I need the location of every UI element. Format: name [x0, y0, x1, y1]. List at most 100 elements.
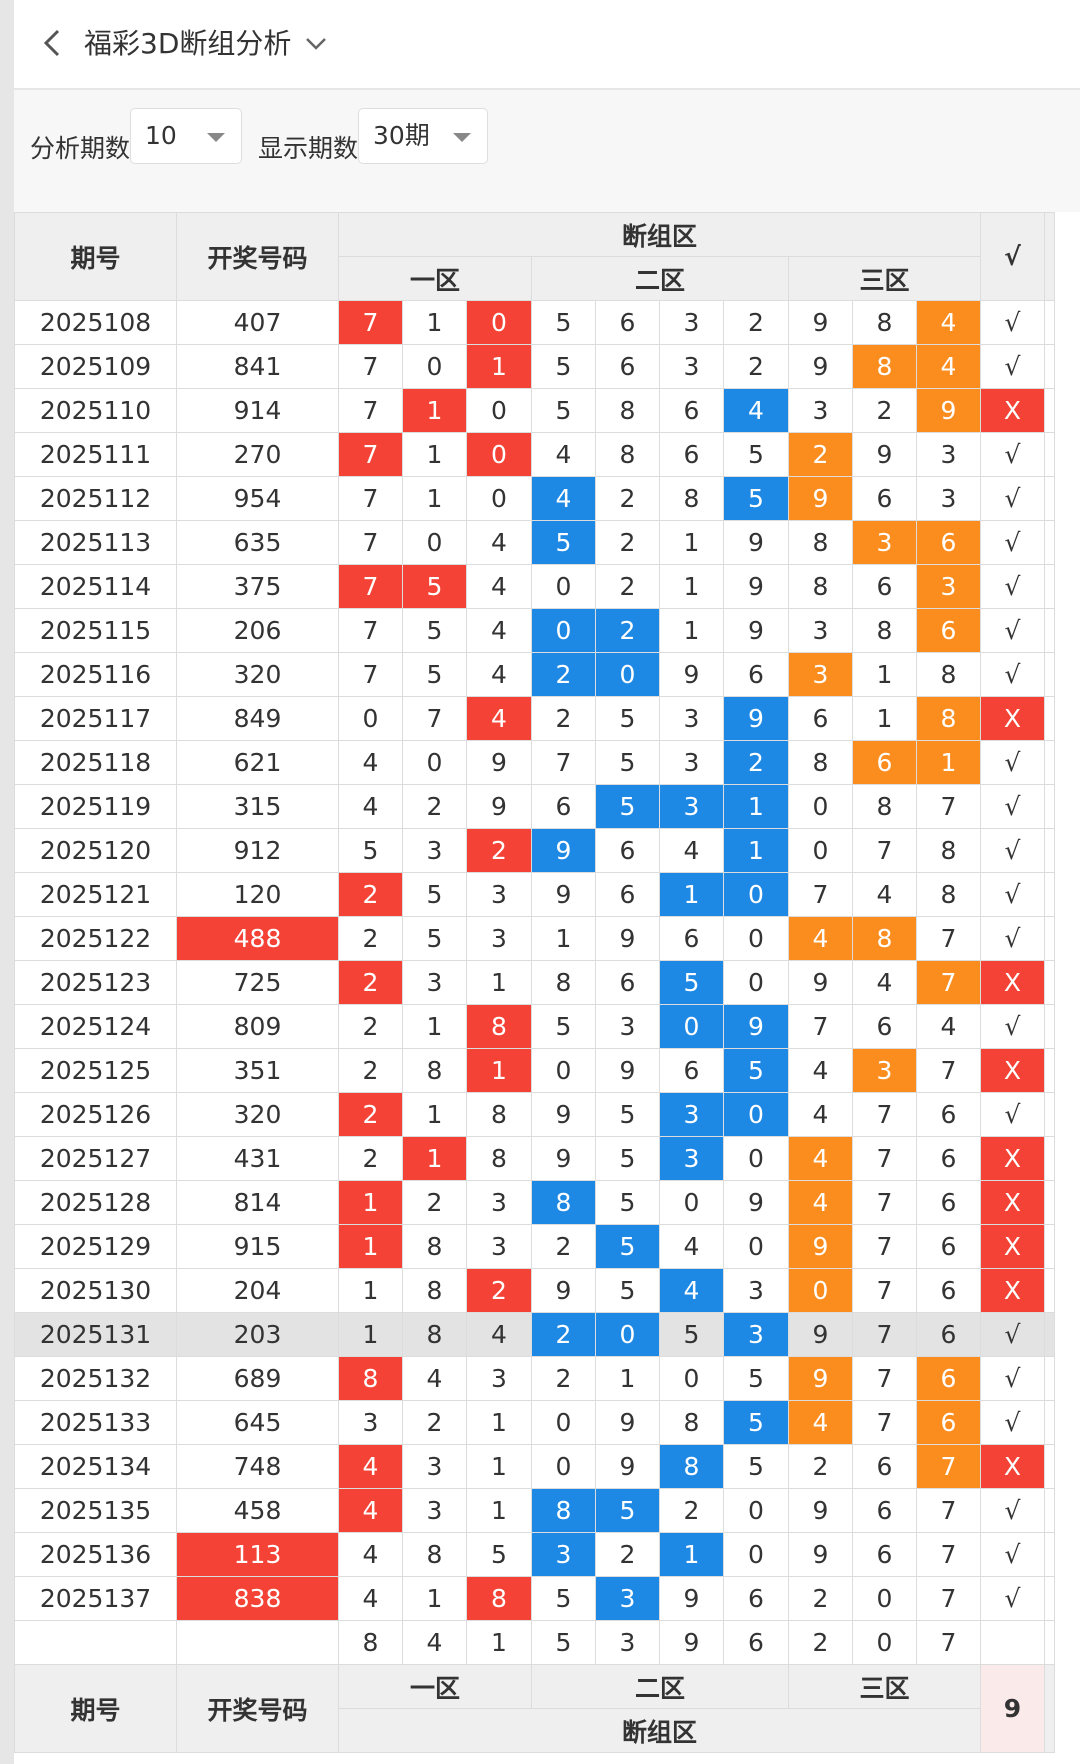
row-result: √: [980, 520, 1045, 565]
row-number: 320: [176, 1092, 339, 1137]
group-digit-cell: 9: [659, 652, 724, 697]
table-row[interactable]: 2025113 635 7 0 4 5 2 1 9 8 3 6 √: [14, 520, 1055, 565]
analysis-periods-select[interactable]: 10: [130, 108, 242, 164]
group-digit-cell: 6: [723, 1620, 789, 1665]
group-digit-cell: 4: [659, 828, 724, 873]
group-digit-cell: 3: [466, 1356, 532, 1401]
row-result: √: [980, 432, 1045, 477]
dropdown-triangle-icon: [207, 133, 225, 142]
row-number: 689: [176, 1356, 339, 1401]
group-digit-cell: 3: [466, 1180, 532, 1225]
table-row[interactable]: 2025135 458 4 3 1 8 5 2 0 9 6 7 √: [14, 1488, 1055, 1533]
row-extra: [1044, 1136, 1055, 1181]
row-period: 2025109: [14, 344, 177, 389]
table-row[interactable]: 2025136 113 4 8 5 3 2 1 0 9 6 7 √: [14, 1532, 1055, 1577]
table-row[interactable]: 2025134 748 4 3 1 0 9 8 5 2 6 7 X: [14, 1444, 1055, 1489]
table-row[interactable]: 2025131 203 1 8 4 2 0 5 3 9 7 6 √: [14, 1312, 1055, 1357]
row-period: 2025117: [14, 696, 177, 741]
group-digit-cell: 5: [595, 1180, 660, 1225]
chevron-down-icon[interactable]: [304, 34, 328, 54]
group-digit-cell: 4: [466, 608, 532, 653]
group-digit-cell: 8: [916, 652, 981, 697]
table-row[interactable]: 2025116 320 7 5 4 2 0 9 6 3 1 8 √: [14, 652, 1055, 697]
group-digit-cell: 2: [788, 1576, 853, 1621]
row-extra: [1044, 520, 1055, 565]
table-row[interactable]: 2025119 315 4 2 9 6 5 3 1 0 8 7 √: [14, 784, 1055, 829]
page-title[interactable]: 福彩3D断组分析: [84, 27, 292, 60]
row-result: X: [980, 1268, 1045, 1313]
group-digit-cell: 2: [338, 960, 403, 1005]
row-extra: [1044, 696, 1055, 741]
group-digit-cell: 9: [659, 1576, 724, 1621]
footer-group-zone: 断组区: [338, 1708, 981, 1753]
table-row[interactable]: 2025120 912 5 3 2 9 6 4 1 0 7 8 √: [14, 828, 1055, 873]
table-row[interactable]: 2025122 488 2 5 3 1 9 6 0 4 8 7 √: [14, 916, 1055, 961]
group-digit-cell: 5: [531, 344, 596, 389]
group-digit-cell: 9: [723, 564, 789, 609]
table-row[interactable]: 2025124 809 2 1 8 5 3 0 9 7 6 4 √: [14, 1004, 1055, 1049]
group-digit-cell: 1: [338, 1268, 403, 1313]
header-check: √: [980, 212, 1045, 301]
row-extra: [1044, 1268, 1055, 1313]
table-row[interactable]: 2025128 814 1 2 3 8 5 0 9 4 7 6 X: [14, 1180, 1055, 1225]
group-digit-cell: 0: [788, 784, 853, 829]
group-digit-cell: 7: [852, 1268, 917, 1313]
table-row[interactable]: 2025132 689 8 4 3 2 1 0 5 9 7 6 √: [14, 1356, 1055, 1401]
table-row[interactable]: 2025108 407 7 1 0 5 6 3 2 9 8 4 √: [14, 300, 1055, 345]
group-digit-cell: 2: [531, 696, 596, 741]
header-group-zone: 断组区: [338, 212, 981, 257]
row-number: 375: [176, 564, 339, 609]
table-row[interactable]: 2025126 320 2 1 8 9 5 3 0 4 7 6 √: [14, 1092, 1055, 1137]
table-row[interactable]: 2025118 621 4 0 9 7 5 3 2 8 6 1 √: [14, 740, 1055, 785]
row-number: 458: [176, 1488, 339, 1533]
table-row[interactable]: 2025127 431 2 1 8 9 5 3 0 4 7 6 X: [14, 1136, 1055, 1181]
group-digit-cell: 7: [338, 608, 403, 653]
table-row[interactable]: 2025111 270 7 1 0 4 8 6 5 2 9 3 √: [14, 432, 1055, 477]
row-period: 2025123: [14, 960, 177, 1005]
display-periods-select[interactable]: 30期: [358, 108, 488, 164]
group-digit-cell: 7: [852, 1224, 917, 1269]
group-digit-cell: 1: [852, 652, 917, 697]
table-row[interactable]: 2025129 915 1 8 3 2 5 4 0 9 7 6 X: [14, 1224, 1055, 1269]
table-row[interactable]: 2025114 375 7 5 4 0 2 1 9 8 6 3 √: [14, 564, 1055, 609]
group-digit-cell: 3: [595, 1576, 660, 1621]
table-row[interactable]: 2025125 351 2 8 1 0 9 6 5 4 3 7 X: [14, 1048, 1055, 1093]
filter-bar: 分析期数 10 显示期数 30期: [14, 90, 1080, 192]
row-extra: [1044, 1576, 1055, 1621]
group-digit-cell: 8: [788, 564, 853, 609]
table-row[interactable]: 2025121 120 2 5 3 9 6 1 0 7 4 8 √: [14, 872, 1055, 917]
group-digit-cell: 1: [595, 1356, 660, 1401]
group-digit-cell: 4: [916, 300, 981, 345]
footer-fail-count: 9: [980, 1664, 1045, 1753]
group-digit-cell: 8: [531, 1180, 596, 1225]
row-period: 2025126: [14, 1092, 177, 1137]
group-digit-cell: 4: [531, 476, 596, 521]
group-digit-cell: 4: [466, 1312, 532, 1357]
table-row[interactable]: 2025117 849 0 7 4 2 5 3 9 6 1 8 X: [14, 696, 1055, 741]
group-digit-cell: 7: [531, 740, 596, 785]
table-row[interactable]: 2025110 914 7 1 0 5 8 6 4 3 2 9 X: [14, 388, 1055, 433]
group-digit-cell: 0: [723, 1092, 789, 1137]
group-digit-cell: 1: [402, 388, 467, 433]
table-row[interactable]: 2025133 645 3 2 1 0 9 8 5 4 7 6 √: [14, 1400, 1055, 1445]
row-number: 407: [176, 300, 339, 345]
group-digit-cell: 0: [852, 1620, 917, 1665]
table-row[interactable]: 2025123 725 2 3 1 8 6 5 0 9 4 7 X: [14, 960, 1055, 1005]
group-digit-cell: 6: [852, 1532, 917, 1577]
table-row[interactable]: 2025137 838 4 1 8 5 3 9 6 2 0 7 √: [14, 1576, 1055, 1621]
row-number: 113: [176, 1532, 339, 1577]
group-digit-cell: 3: [723, 1268, 789, 1313]
back-arrow-icon[interactable]: [38, 28, 68, 58]
row-number: 320: [176, 652, 339, 697]
group-digit-cell: 4: [338, 1444, 403, 1489]
table-row[interactable]: 2025112 954 7 1 0 4 2 8 5 9 6 3 √: [14, 476, 1055, 521]
table-row[interactable]: 2025115 206 7 5 4 0 2 1 9 3 8 6 √: [14, 608, 1055, 653]
group-digit-cell: 1: [338, 1224, 403, 1269]
table-row[interactable]: 2025109 841 7 0 1 5 6 3 2 9 8 4 √: [14, 344, 1055, 389]
group-digit-cell: 9: [531, 1268, 596, 1313]
row-period: 2025118: [14, 740, 177, 785]
table-row[interactable]: 2025130 204 1 8 2 9 5 4 3 0 7 6 X: [14, 1268, 1055, 1313]
group-digit-cell: 0: [723, 1488, 789, 1533]
group-digit-cell: 9: [852, 432, 917, 477]
